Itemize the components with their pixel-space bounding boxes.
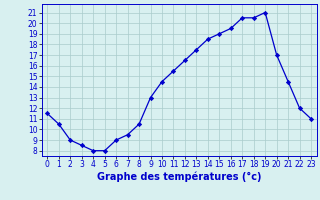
X-axis label: Graphe des températures (°c): Graphe des températures (°c) (97, 172, 261, 182)
